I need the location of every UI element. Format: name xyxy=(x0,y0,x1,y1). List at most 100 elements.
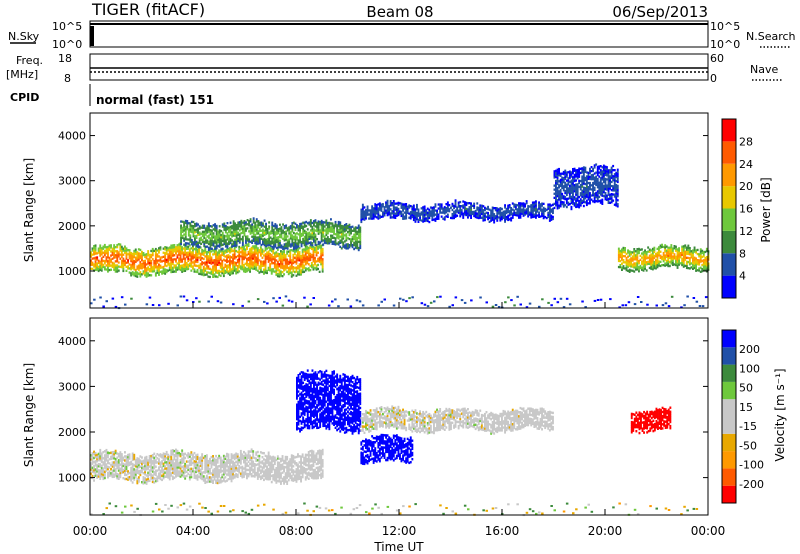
echo-cell xyxy=(617,259,620,263)
echo-cell xyxy=(269,263,272,266)
echo-cell xyxy=(221,265,224,269)
echo-cell xyxy=(274,239,277,242)
echo-cell xyxy=(558,180,560,183)
echo-cell xyxy=(159,465,162,468)
echo-cell xyxy=(391,212,394,215)
echo-cell xyxy=(93,460,95,464)
echo-cell xyxy=(261,264,264,267)
echo-cell xyxy=(127,476,129,479)
echo-cell xyxy=(559,197,562,200)
echo-cell xyxy=(409,215,412,218)
echo-cell xyxy=(664,254,667,257)
echo-cell xyxy=(144,473,146,476)
echo-cell xyxy=(280,226,283,229)
echo-cell xyxy=(249,226,252,229)
echo-cell xyxy=(194,223,196,226)
echo-cell xyxy=(148,253,151,256)
echo-cell xyxy=(589,177,591,181)
echo-cell xyxy=(204,255,207,258)
echo-cell xyxy=(333,236,335,239)
echo-cell xyxy=(91,468,94,471)
echo-cell xyxy=(507,214,510,217)
echo-cell xyxy=(213,265,216,268)
echo-cell xyxy=(702,255,705,258)
echo-cell xyxy=(241,227,244,230)
echo-cell xyxy=(234,242,237,245)
echo-cell xyxy=(646,303,649,306)
echo-cell xyxy=(105,268,108,271)
echo-cell xyxy=(630,263,633,266)
echo-cell xyxy=(488,208,491,211)
echo-cell xyxy=(359,230,362,233)
echo-cell xyxy=(209,229,212,232)
echo-cell xyxy=(215,226,218,230)
echo-cell xyxy=(572,168,574,171)
echo-cell xyxy=(116,252,119,255)
echo-cell xyxy=(658,254,660,257)
echo-cell xyxy=(170,474,173,477)
echo-cell xyxy=(290,273,293,276)
echo-cell xyxy=(337,222,340,226)
echo-cell xyxy=(120,255,123,259)
echo-cell xyxy=(212,244,215,247)
echo-cell xyxy=(476,202,479,205)
echo-cell xyxy=(154,256,157,259)
echo-cell xyxy=(102,475,105,478)
echo-cell xyxy=(182,269,185,273)
echo-cell xyxy=(182,263,185,266)
echo-cell xyxy=(633,303,637,306)
echo-cell xyxy=(342,233,345,236)
echo-cell xyxy=(692,297,696,299)
echo-cell xyxy=(459,213,462,216)
echo-cell xyxy=(240,225,243,229)
echo-cell xyxy=(395,206,398,209)
echo-cell xyxy=(270,248,273,251)
echo-cell xyxy=(322,227,325,230)
echo-cell xyxy=(675,263,677,267)
echo-cell xyxy=(229,247,231,250)
echo-cell xyxy=(226,248,228,251)
echo-cell xyxy=(589,175,591,179)
echo-cell xyxy=(510,219,513,222)
echo-cell xyxy=(578,173,581,176)
echo-cell xyxy=(699,258,702,261)
echo-cell xyxy=(133,453,136,457)
echo-cell xyxy=(293,248,296,251)
echo-cell xyxy=(124,469,126,472)
echo-cell xyxy=(311,233,314,237)
echo-cell xyxy=(295,274,298,277)
echo-cell xyxy=(361,207,364,211)
echo-cell xyxy=(139,252,142,256)
echo-cell xyxy=(244,262,247,265)
echo-cell xyxy=(668,252,671,255)
echo-cell xyxy=(650,261,653,264)
echo-cell xyxy=(638,260,640,263)
echo-cell xyxy=(217,230,220,233)
echo-cell xyxy=(476,216,479,219)
echo-cell xyxy=(128,255,131,258)
echo-cell xyxy=(137,461,140,465)
echo-cell xyxy=(107,256,109,259)
echo-cell xyxy=(550,214,553,217)
echo-cell xyxy=(180,228,182,231)
echo-cell xyxy=(151,304,155,306)
echo-cell xyxy=(213,269,216,272)
echo-cell xyxy=(601,172,604,175)
echo-cell xyxy=(350,232,352,235)
echo-cell xyxy=(320,248,323,252)
echo-cell xyxy=(320,240,323,243)
echo-cell xyxy=(290,300,294,303)
echo-cell xyxy=(436,213,438,216)
echo-cell xyxy=(168,475,171,479)
echo-cell xyxy=(467,202,469,205)
echo-cell xyxy=(179,254,182,257)
echo-cell xyxy=(487,214,489,217)
echo-cell xyxy=(493,207,496,210)
echo-cell xyxy=(704,296,708,299)
echo-cell xyxy=(312,252,315,255)
echo-cell xyxy=(209,237,212,240)
echo-cell xyxy=(621,268,623,271)
echo-cell xyxy=(337,305,340,308)
echo-cell xyxy=(93,450,95,453)
echo-cell xyxy=(598,189,601,193)
